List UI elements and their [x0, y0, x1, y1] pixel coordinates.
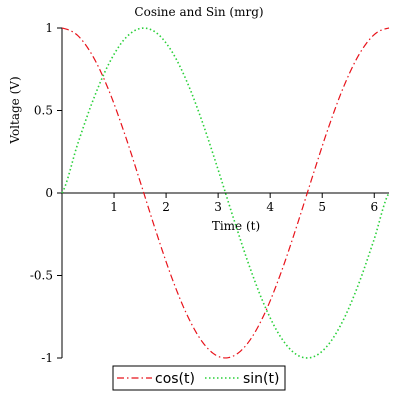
- x-tick-label: 2: [162, 200, 170, 214]
- chart-title: Cosine and Sin (mrg): [134, 5, 263, 19]
- series-line-cost: [61, 27, 390, 359]
- x-tick-label: 3: [214, 200, 222, 214]
- series-line-sint: [61, 27, 390, 359]
- ticks: -1 -0.5 0 0.5 1 1 2 3 4 5 6: [30, 21, 378, 365]
- y-tick-label: 1: [45, 21, 53, 35]
- y-axis-label: Voltage (V): [8, 76, 22, 144]
- y-tick-label: -1: [41, 351, 53, 365]
- y-tick-label: 0: [45, 186, 53, 200]
- x-tick-label: 1: [110, 200, 118, 214]
- x-tick-label: 6: [370, 200, 378, 214]
- x-axis-label: Time (t): [212, 219, 260, 233]
- y-tick-label: -0.5: [30, 269, 53, 283]
- x-tick-label: 4: [266, 200, 274, 214]
- y-tick-label: 0.5: [34, 104, 53, 118]
- series-layer: [61, 27, 390, 359]
- legend-label-cos: cos(t): [155, 371, 195, 387]
- legend-label-sin: sin(t): [243, 371, 279, 387]
- legend: cos(t) sin(t): [112, 365, 286, 391]
- axes: [61, 28, 389, 358]
- x-tick-label: 5: [318, 200, 326, 214]
